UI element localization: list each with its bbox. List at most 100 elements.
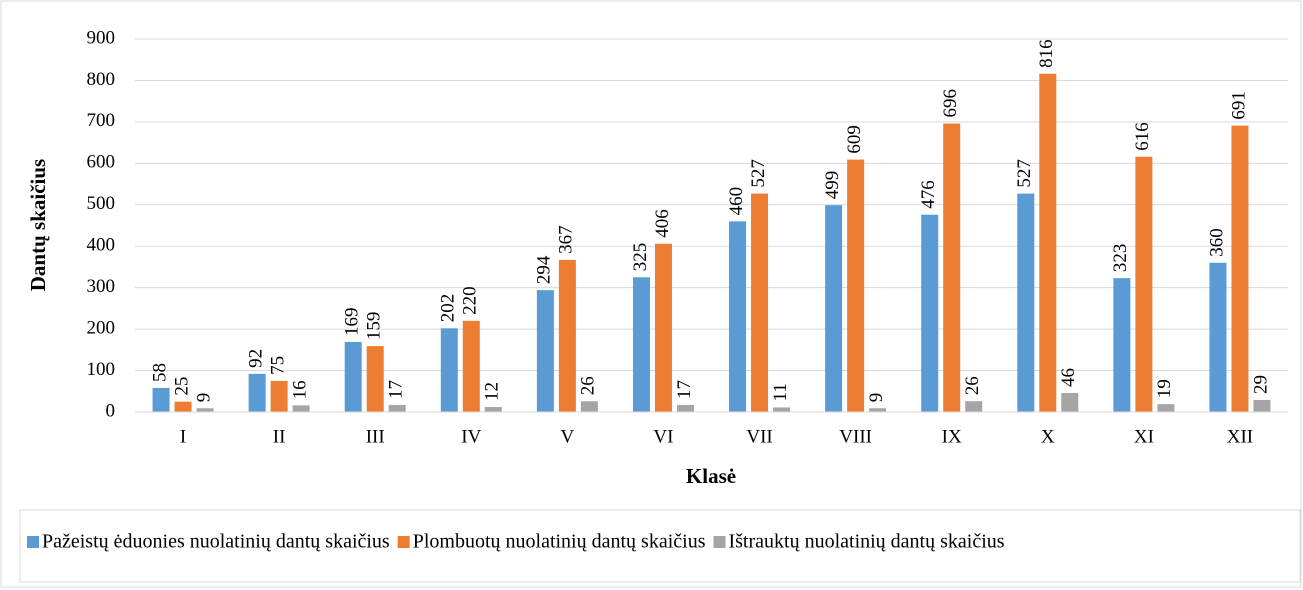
data-label: 325 xyxy=(630,243,651,272)
data-label: 26 xyxy=(962,376,983,395)
bar xyxy=(580,401,598,412)
data-label: 323 xyxy=(1110,244,1131,273)
bar xyxy=(366,346,384,412)
data-label: 58 xyxy=(149,363,170,382)
bar xyxy=(388,404,406,412)
bar xyxy=(196,408,214,412)
bar xyxy=(292,405,310,412)
bar xyxy=(1017,193,1035,412)
data-label: 25 xyxy=(171,377,192,396)
data-label: 26 xyxy=(578,376,599,395)
y-tick-label: 100 xyxy=(87,359,116,380)
y-axis-title: Dantų skaičius xyxy=(26,159,50,291)
bar xyxy=(462,320,480,412)
data-label: 11 xyxy=(770,383,791,401)
bar xyxy=(558,259,576,412)
x-tick-label: IV xyxy=(461,426,481,447)
legend-swatch xyxy=(397,536,410,548)
bar xyxy=(729,221,747,412)
data-label: 696 xyxy=(940,89,961,118)
bar xyxy=(676,404,694,412)
bar xyxy=(344,341,362,412)
data-label: 460 xyxy=(726,187,747,216)
x-axis-title: Klasė xyxy=(686,464,736,488)
bar xyxy=(248,373,266,412)
y-tick-label: 700 xyxy=(87,110,116,131)
bar xyxy=(632,277,650,412)
data-label: 12 xyxy=(482,382,503,401)
y-tick-label: 300 xyxy=(87,276,116,297)
data-label: 527 xyxy=(748,159,769,188)
data-label: 527 xyxy=(1014,159,1035,188)
y-tick-label: 500 xyxy=(87,193,116,214)
bar xyxy=(1253,399,1271,412)
bar xyxy=(869,408,887,412)
data-label: 169 xyxy=(342,307,363,336)
bar xyxy=(1157,404,1175,412)
bar xyxy=(1231,125,1249,412)
legend-label: Ištrauktų nuolatinių dantų skaičius xyxy=(728,531,1004,553)
legend-swatch xyxy=(713,536,726,548)
bar xyxy=(921,214,939,412)
data-label: 816 xyxy=(1036,39,1057,68)
y-tick-label: 0 xyxy=(106,400,116,421)
x-tick-label: IX xyxy=(942,426,962,447)
bar xyxy=(943,123,961,413)
data-label: 29 xyxy=(1250,375,1271,394)
bar xyxy=(536,290,554,412)
bar xyxy=(751,193,769,412)
data-label: 17 xyxy=(674,380,695,399)
x-tick-label: V xyxy=(561,426,575,447)
data-label: 616 xyxy=(1132,122,1153,151)
bar xyxy=(174,401,192,412)
data-label: 9 xyxy=(866,393,887,403)
x-tick-label: I xyxy=(180,426,186,447)
bar xyxy=(270,380,288,412)
data-label: 16 xyxy=(289,380,310,399)
bar xyxy=(440,328,458,412)
bar xyxy=(965,401,983,412)
data-label: 92 xyxy=(245,349,266,368)
legend-label: Plombuotų nuolatinių dantų skaičius xyxy=(413,531,706,553)
bar xyxy=(1039,73,1057,413)
data-label: 17 xyxy=(386,380,407,399)
y-tick-label: 400 xyxy=(87,235,116,256)
bar xyxy=(1135,156,1153,412)
data-label: 202 xyxy=(438,294,459,323)
x-tick-label: VII xyxy=(746,426,772,447)
data-label: 691 xyxy=(1228,91,1249,120)
x-tick-label: VI xyxy=(653,426,673,447)
data-label: 220 xyxy=(460,286,481,315)
bar xyxy=(847,159,865,412)
x-tick-label: II xyxy=(273,426,286,447)
data-label: 476 xyxy=(918,180,939,209)
data-label: 159 xyxy=(364,312,385,341)
y-tick-label: 600 xyxy=(87,152,116,173)
bar xyxy=(1061,392,1079,412)
data-label: 499 xyxy=(822,171,843,200)
data-label: 46 xyxy=(1058,368,1079,387)
x-tick-label: XI xyxy=(1134,426,1154,447)
data-label: 406 xyxy=(652,209,673,238)
data-label: 609 xyxy=(844,125,865,154)
bar xyxy=(773,407,791,412)
data-label: 367 xyxy=(556,225,577,254)
x-tick-label: III xyxy=(366,426,385,447)
bar xyxy=(825,205,843,412)
bar xyxy=(1209,262,1227,412)
bar xyxy=(654,243,672,412)
data-label: 19 xyxy=(1154,379,1175,398)
bar xyxy=(152,387,170,412)
bar xyxy=(1113,278,1131,412)
y-tick-label: 900 xyxy=(87,27,116,48)
x-tick-label: X xyxy=(1041,426,1055,447)
data-label: 75 xyxy=(267,356,288,375)
bar xyxy=(484,407,502,412)
data-label: 9 xyxy=(193,393,214,403)
data-label: 294 xyxy=(534,255,555,284)
y-tick-label: 800 xyxy=(87,69,116,90)
y-tick-label: 200 xyxy=(87,317,116,338)
data-label: 360 xyxy=(1206,228,1227,257)
